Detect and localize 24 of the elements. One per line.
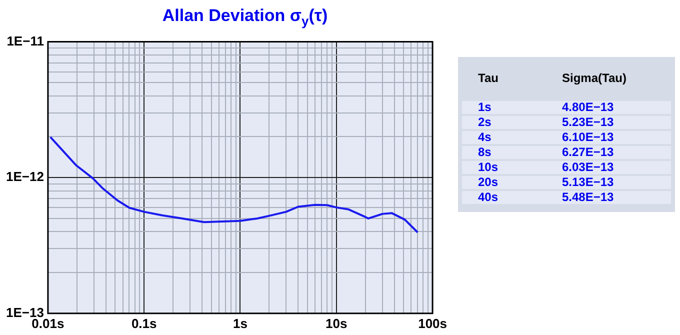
text: 4.80E−13 [562, 100, 614, 114]
text: 5.23E−13 [562, 115, 614, 129]
text: 2s [477, 115, 492, 129]
text: Sigma(Tau) [562, 71, 626, 85]
text: 4s [477, 130, 492, 144]
y-tick-label: 1E−13 [6, 304, 44, 320]
x-tick-label: 10s [326, 316, 348, 331]
text: 10s [477, 160, 500, 174]
text: 6.10E−13 [562, 130, 614, 144]
x-tick-label: 0.1s [131, 316, 157, 331]
text: 5.13E−13 [562, 175, 614, 189]
x-tick-label: 100s [418, 316, 447, 331]
x-tick-label: 1s [233, 316, 248, 331]
text: 40s [477, 190, 500, 204]
y-tick-label: 1E−12 [6, 169, 44, 184]
text: 6.03E−13 [562, 160, 614, 174]
text: 20s [477, 175, 500, 189]
text: 5.48E−13 [562, 190, 614, 204]
text: Tau [477, 71, 500, 85]
text: 6.27E−13 [562, 145, 614, 159]
text: 1s [477, 100, 492, 114]
text: 8s [477, 145, 492, 159]
chart-title: Allan Deviation σ$_{y}$(τ) [161, 6, 329, 28]
y-tick-label: 1E−11 [6, 33, 44, 48]
